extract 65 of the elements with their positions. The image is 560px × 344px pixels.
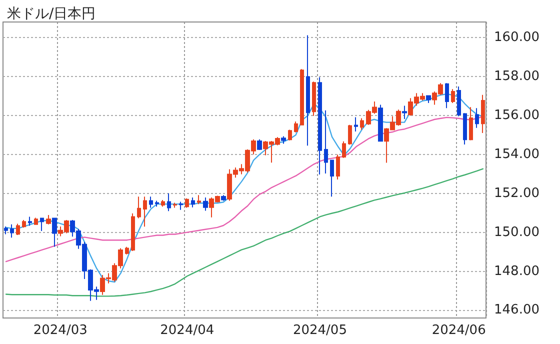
y-tick-label: 146.00 bbox=[494, 302, 540, 318]
candlestick bbox=[125, 246, 129, 255]
candlestick bbox=[312, 81, 316, 116]
candlestick bbox=[360, 118, 364, 130]
candlestick bbox=[22, 220, 26, 228]
candlestick bbox=[324, 110, 328, 174]
candlestick bbox=[185, 198, 189, 208]
candlestick bbox=[378, 104, 383, 142]
candlestick bbox=[131, 212, 135, 252]
x-tick-label: 2024/04 bbox=[160, 323, 214, 338]
candlestick bbox=[221, 194, 226, 202]
chart-title: 米ドル/日本円 bbox=[7, 6, 96, 22]
candlestick bbox=[463, 112, 467, 145]
candlestick bbox=[481, 94, 485, 134]
candlestick bbox=[348, 124, 352, 146]
candlestick bbox=[143, 196, 147, 228]
y-tick-label: 152.00 bbox=[494, 186, 540, 201]
candlestick bbox=[281, 136, 286, 144]
candlestick bbox=[457, 86, 461, 117]
candlestick bbox=[10, 224, 14, 238]
candlestick bbox=[197, 194, 201, 205]
y-tick-label: 160.00 bbox=[494, 30, 540, 46]
candlestick bbox=[451, 88, 455, 104]
y-tick-label: 154.00 bbox=[494, 146, 540, 162]
line-series bbox=[5, 93, 484, 283]
candlestick bbox=[294, 121, 298, 133]
x-tick-label: 2024/03 bbox=[33, 323, 88, 338]
candlestick bbox=[354, 116, 358, 132]
candlestick bbox=[52, 217, 57, 248]
candlestick bbox=[34, 217, 38, 226]
candlestick bbox=[306, 34, 310, 146]
candlestick bbox=[46, 214, 51, 225]
candlestick bbox=[137, 196, 141, 219]
candlestick bbox=[469, 106, 473, 141]
line-series bbox=[5, 168, 484, 297]
candlestick bbox=[318, 76, 322, 175]
y-tick-label: 156.00 bbox=[494, 108, 540, 123]
candlestick bbox=[475, 108, 479, 128]
y-tick-label: 158.00 bbox=[494, 69, 540, 84]
y-tick-label: 148.00 bbox=[494, 264, 540, 279]
candlestick bbox=[173, 202, 177, 208]
candlestick bbox=[257, 138, 262, 150]
y-tick-label: 150.00 bbox=[494, 224, 540, 240]
candlestick bbox=[191, 196, 195, 208]
candlestick bbox=[336, 154, 340, 180]
candlestick bbox=[179, 201, 183, 210]
candlestick bbox=[203, 196, 208, 212]
candlestick bbox=[167, 192, 171, 212]
line-series bbox=[5, 116, 484, 262]
candlestick bbox=[40, 217, 44, 232]
candlestick bbox=[288, 129, 292, 141]
candlestick bbox=[16, 223, 20, 236]
candlestick bbox=[445, 82, 449, 109]
x-tick-label: 2024/05 bbox=[292, 323, 347, 338]
candlestick bbox=[330, 159, 334, 198]
candlestick bbox=[426, 94, 431, 104]
candlestick bbox=[161, 199, 165, 208]
candlestick bbox=[342, 140, 346, 158]
candlestick bbox=[300, 68, 304, 126]
x-tick-label: 2024/06 bbox=[432, 323, 486, 338]
candlestick bbox=[149, 196, 153, 208]
candlestick bbox=[28, 216, 32, 226]
candlestick bbox=[155, 200, 159, 208]
candlestick bbox=[402, 105, 407, 120]
candlestick bbox=[4, 226, 8, 235]
